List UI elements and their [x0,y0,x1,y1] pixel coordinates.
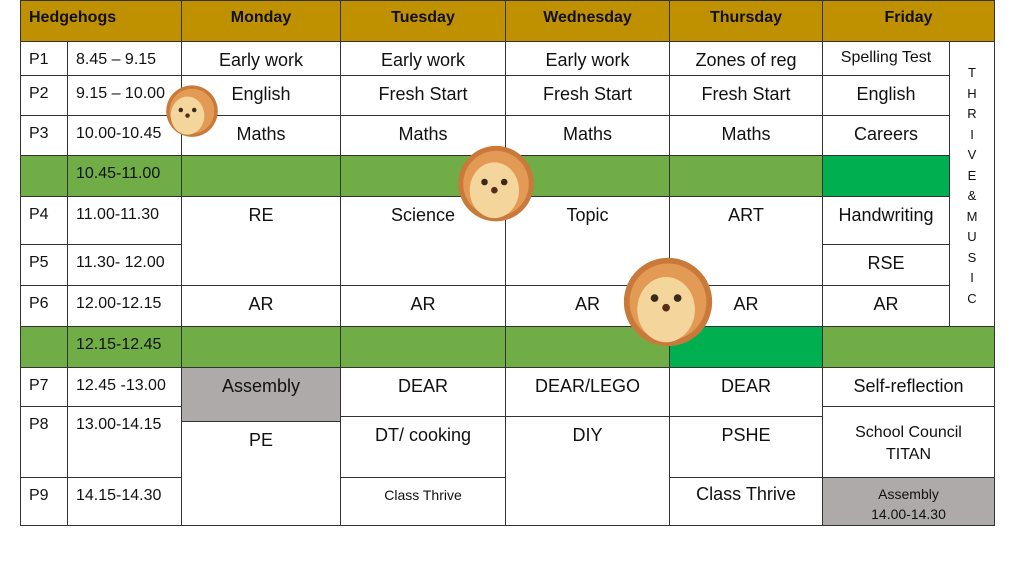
period-label: P4 [20,196,68,245]
lesson-cell: DEAR [340,367,506,417]
lesson-cell: PE [181,421,341,526]
period-label: P1 [20,41,68,76]
break-cell [822,155,950,197]
lesson-cell: Zones of reg [669,41,823,76]
lesson-cell: AR [340,285,506,327]
period-time: 12.00-12.15 [67,285,182,327]
period-label: P7 [20,367,68,407]
lesson-cell: RSE [822,244,950,286]
period-label: P8 [20,406,68,478]
hedgehog-icon [458,145,534,222]
lesson-cell: DT/ cooking [340,416,506,478]
lesson-cell: Handwriting [822,196,950,245]
period-time: 8.45 – 9.15 [67,41,182,76]
lesson-cell: ART [669,196,823,286]
lunch-cell [822,326,995,368]
lesson-cell: Early work [181,41,341,76]
lesson-cell: School Council TITAN [822,406,995,478]
lunch-cell [340,326,506,368]
lunch-time: 12.15-12.45 [67,326,182,368]
lesson-cell: Fresh Start [340,75,506,116]
lesson-cell: AR [822,285,950,327]
lesson-cell: Early work [505,41,670,76]
period-label: P9 [20,477,68,526]
letter: R [967,106,977,121]
letter: & [967,188,977,203]
lesson-cell: Self-reflection [822,367,995,407]
lesson-cell: RE [181,196,341,286]
header-wednesday: Wednesday [505,0,670,42]
lesson-cell: DIY [505,416,670,526]
period-time: 11.30- 12.00 [67,244,182,286]
letter: H [967,85,977,101]
lesson-cell: Assembly 14.00-14.30 [822,477,995,526]
lesson-line: Assembly [878,485,939,502]
period-label: P2 [20,75,68,116]
header-monday: Monday [181,0,341,42]
letter: T [968,65,976,80]
header-tuesday: Tuesday [340,0,506,42]
break-cell [669,155,823,197]
lesson-line: School Council [855,424,962,441]
break-time: 10.45-11.00 [67,155,182,197]
period-label [20,155,68,197]
lesson-cell: DEAR/LEGO [505,367,670,417]
period-label: P3 [20,115,68,156]
thrive-music-label: T H R I V E & M U S I C [949,41,995,327]
lesson-cell: Fresh Start [505,75,670,116]
period-label: P5 [20,244,68,286]
letter: S [967,249,977,265]
hedgehog-icon [623,257,713,347]
lesson-cell: Careers [822,115,950,156]
lesson-cell: Class Thrive [669,477,823,526]
header-title: Hedgehogs [20,0,182,42]
lesson-cell: DEAR [669,367,823,417]
lesson-cell: AR [181,285,341,327]
period-time: 11.00-11.30 [67,196,182,245]
lunch-cell [181,326,341,368]
letter: E [967,167,977,183]
lesson-line: TITAN [885,446,932,463]
lesson-cell: Early work [340,41,506,76]
letter: V [967,147,977,162]
letter: C [967,290,977,306]
lesson-cell: Class Thrive [340,477,506,526]
letter: I [970,126,974,142]
lesson-cell: Maths [669,115,823,156]
letter: U [967,229,977,244]
period-label [20,326,68,368]
lesson-cell: Maths [505,115,670,156]
lesson-line: 14.00-14.30 [871,505,946,522]
hedgehog-icon [166,85,218,137]
period-time: 14.15-14.30 [67,477,182,526]
lesson-cell: English [822,75,950,116]
period-label: P6 [20,285,68,327]
lesson-cell: Assembly [181,367,341,422]
header-friday: Friday [822,0,995,42]
letter: I [970,270,974,285]
period-time: 9.15 – 10.00 [67,75,182,116]
period-time: 12.45 -13.00 [67,367,182,407]
lesson-cell: PSHE [669,416,823,478]
letter: M [966,208,978,224]
lesson-cell: Fresh Start [669,75,823,116]
lesson-cell: Spelling Test [822,41,950,76]
break-cell [181,155,341,197]
lesson-cell: Maths [340,115,506,156]
header-thursday: Thursday [669,0,823,42]
period-time: 13.00-14.15 [67,406,182,478]
